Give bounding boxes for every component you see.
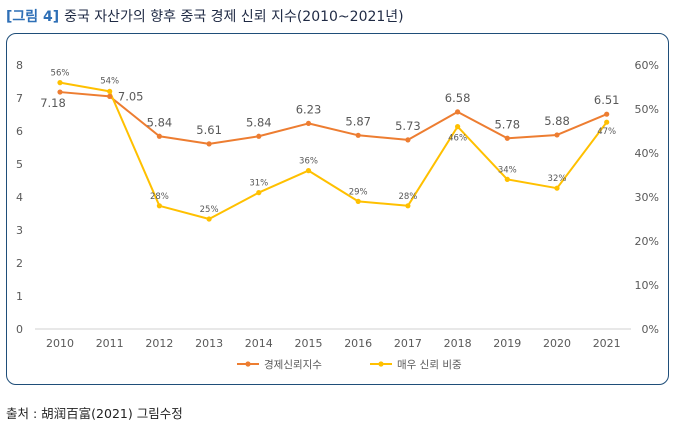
series-2-data-label: 47% [597, 127, 616, 137]
series-1-point [504, 135, 510, 141]
series-1-data-label: 5.84 [147, 115, 173, 129]
x-tick-label: 2018 [444, 337, 472, 350]
series-2-point [305, 168, 312, 174]
series-2-point [355, 198, 361, 204]
series-2-data-label: 31% [249, 179, 268, 189]
series-2-data-label: 54% [100, 76, 119, 86]
y-right-tick-label: 20% [635, 235, 659, 248]
y-left-tick-label: 5 [16, 158, 23, 171]
legend-label: 경제신뢰지수 [264, 358, 322, 371]
line-chart: 0 1 2 3 4 5 6 7 8 0% 10% 20% 30% 40% 50% 60% 2010 2011 201… [16, 59, 659, 371]
series-2-data-label: 36% [299, 157, 318, 167]
y-right-tick-label: 40% [635, 147, 659, 160]
x-tick-label: 2010 [46, 337, 74, 350]
series-1-data-label: 5.73 [395, 119, 421, 133]
series-2-point [206, 216, 212, 222]
series-1-point [355, 132, 361, 138]
source-note: 출처 : 胡润百富(2021) 그림수정 [6, 406, 183, 421]
series-1-point [455, 109, 461, 115]
series-2-point [405, 203, 411, 209]
y-right-tick-label: 60% [635, 59, 659, 72]
series-2-data-label: 29% [349, 187, 368, 197]
series-2-data-label: 56% [51, 69, 70, 79]
x-tick-label: 2015 [295, 337, 323, 350]
x-tick-label: 2012 [145, 337, 173, 350]
legend-swatch-marker [378, 361, 384, 367]
y-right-tick-label: 50% [635, 103, 659, 116]
series-1-data-label: 6.58 [445, 91, 471, 105]
series-2-point [504, 176, 510, 182]
x-tick-label: 2017 [394, 337, 422, 350]
y-left-tick-label: 2 [16, 257, 23, 270]
y-left-tick-label: 7 [16, 92, 23, 105]
y-left-tick-label: 1 [16, 290, 23, 303]
x-tick-label: 2020 [543, 337, 571, 350]
series-1-point [405, 137, 411, 143]
series-1-data-label: 5.87 [345, 114, 371, 128]
series-1-point [554, 132, 560, 138]
series-line-1 [59, 91, 608, 145]
y-left-tick-label: 4 [16, 191, 23, 204]
legend-label: 매우 신뢰 비중 [397, 359, 462, 371]
series-2-data-label: 28% [150, 192, 169, 202]
x-tick-label: 2014 [245, 337, 273, 350]
x-tick-label: 2013 [195, 337, 223, 350]
series-2-data-label: 25% [200, 205, 219, 215]
series-1-data-label: 5.84 [246, 115, 272, 129]
x-tick-label: 2021 [593, 337, 621, 350]
chart-frame: 0 1 2 3 4 5 6 7 8 0% 10% 20% 30% 40% 50% 60% 2010 2011 201… [6, 33, 669, 385]
series-1-point [305, 120, 312, 127]
series-2-data-label: 28% [398, 192, 417, 202]
series-1-data-label: 5.78 [494, 117, 520, 131]
series-1-point [156, 133, 162, 139]
series-1-data-label: 6.23 [296, 102, 322, 116]
series-2-point [554, 185, 560, 191]
y-left-tick-label: 6 [16, 125, 23, 138]
figure-title: [그림 4] 중국 자산가의 향후 중국 경제 신뢰 지수(2010~2021년… [6, 6, 404, 26]
x-tick-label: 2019 [493, 337, 521, 350]
series-2-data-label: 32% [548, 174, 567, 184]
y-left-tick-label: 3 [16, 224, 23, 237]
legend-swatch-marker [245, 361, 251, 367]
series-1-data-label: 7.18 [40, 96, 66, 110]
series-1-data-label: 7.05 [118, 89, 144, 103]
series-2-point [256, 190, 262, 196]
series-1-point [57, 89, 63, 95]
series-2-point [57, 80, 63, 86]
series-1-point [206, 141, 212, 147]
series-2-data-label: 46% [448, 134, 467, 144]
x-tick-label: 2011 [96, 337, 124, 350]
figure-tag: [그림 4] [6, 9, 60, 25]
series-2-data-label: 34% [498, 165, 517, 175]
y-left-tick-label: 8 [16, 59, 23, 72]
series-1-data-label: 5.61 [196, 123, 222, 137]
y-left-tick-label: 0 [16, 323, 23, 336]
series-1-data-label: 5.88 [544, 114, 570, 128]
x-tick-label: 2016 [344, 337, 372, 350]
series-1-data-label: 6.51 [594, 93, 620, 107]
series-2-point [107, 88, 113, 94]
series-1-point [604, 111, 610, 117]
series-2-point [156, 203, 162, 209]
series-1-point [107, 93, 113, 99]
y-right-tick-label: 30% [635, 191, 659, 204]
y-right-tick-label: 10% [635, 279, 659, 292]
series-line-2 [59, 81, 608, 220]
series-1-point [256, 133, 262, 139]
y-right-tick-label: 0% [642, 323, 659, 336]
series-2-point [604, 119, 610, 125]
series-2-point [455, 124, 461, 130]
figure-title-text: 중국 자산가의 향후 중국 경제 신뢰 지수(2010~2021년) [64, 9, 404, 25]
